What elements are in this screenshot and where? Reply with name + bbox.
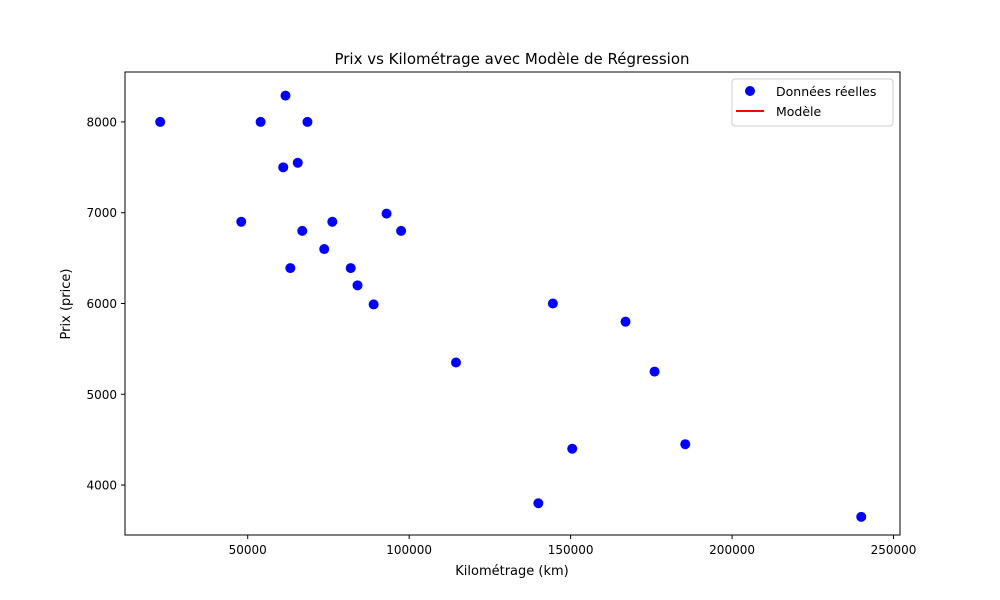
data-point xyxy=(292,157,303,168)
data-point xyxy=(450,357,461,368)
data-point xyxy=(345,263,356,274)
data-point xyxy=(396,225,407,236)
x-axis-label: Kilométrage (km) xyxy=(455,564,569,579)
data-point xyxy=(280,90,291,101)
legend-label-modele: Modèle xyxy=(776,104,822,119)
data-point xyxy=(547,298,558,309)
data-point xyxy=(680,439,691,450)
y-tick-label: 6000 xyxy=(86,297,117,311)
data-point xyxy=(567,443,578,454)
data-point xyxy=(368,299,379,310)
data-point xyxy=(285,263,296,274)
data-point xyxy=(297,225,308,236)
y-tick-label: 5000 xyxy=(86,388,117,402)
data-point xyxy=(327,216,338,227)
y-axis-label: Prix (price) xyxy=(59,269,74,340)
legend-marker-donnees xyxy=(745,86,755,96)
data-point xyxy=(352,280,363,291)
data-point xyxy=(620,316,631,327)
x-tick-label: 200000 xyxy=(709,543,755,557)
x-tick-label: 250000 xyxy=(871,543,917,557)
x-tick-label: 150000 xyxy=(548,543,594,557)
data-point xyxy=(381,208,392,219)
y-tick-label: 4000 xyxy=(86,479,117,493)
legend-box xyxy=(731,78,894,127)
y-tick-label: 8000 xyxy=(86,115,117,129)
data-point xyxy=(236,216,247,227)
data-point xyxy=(319,244,330,255)
data-point xyxy=(255,116,266,127)
data-point xyxy=(533,498,544,509)
data-point xyxy=(649,366,660,377)
x-tick-label: 50000 xyxy=(229,543,267,557)
data-point xyxy=(278,162,289,173)
legend: Données réelles Modèle xyxy=(731,78,894,127)
data-point xyxy=(856,511,867,522)
x-axis: 50000 100000 150000 200000 250000 xyxy=(229,535,917,557)
scatter-points xyxy=(155,90,867,522)
data-point xyxy=(302,116,313,127)
chart-title: Prix vs Kilométrage avec Modèle de Régre… xyxy=(334,50,689,68)
legend-label-donnees: Données réelles xyxy=(776,84,876,99)
data-point xyxy=(155,116,166,127)
y-tick-label: 7000 xyxy=(86,206,117,220)
plot-area xyxy=(124,71,901,536)
x-tick-label: 100000 xyxy=(386,543,432,557)
y-axis: 4000 5000 6000 7000 8000 xyxy=(86,115,125,493)
